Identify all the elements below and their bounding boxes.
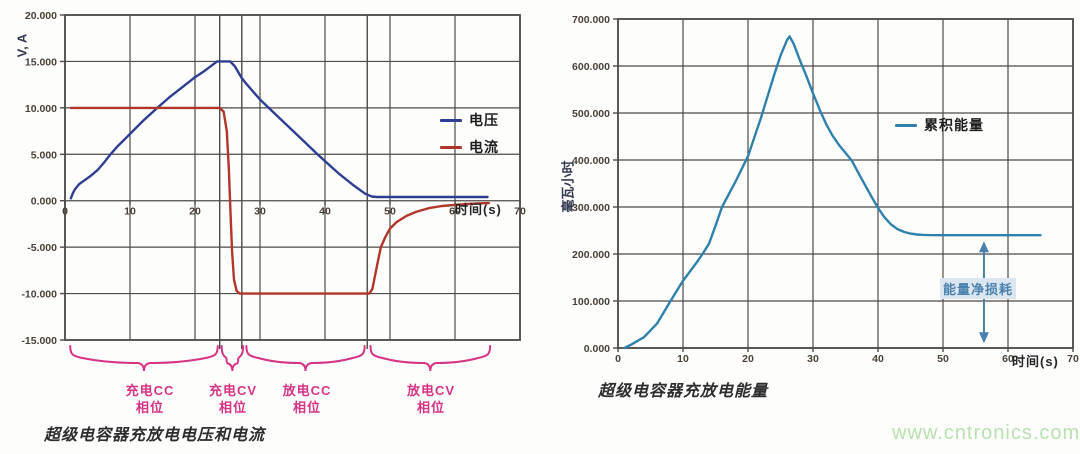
x-tick-label: 60 <box>449 206 461 218</box>
legend-item-energy: 累积能量 <box>895 115 984 135</box>
y-tick-labels: 700.000 600.000 500.000 400.000 300.000 200.0… <box>572 14 618 355</box>
x-tick-label: 20 <box>742 353 754 365</box>
x-tick-labels: 0 10 20 30 40 50 60 70 <box>615 348 1079 365</box>
x-tick-label: 70 <box>1067 353 1079 365</box>
phase-discharge-cc-name: 放电CC <box>282 383 332 398</box>
gridlines <box>64 14 521 341</box>
phase-label-discharge-cc: 放电CC 相位 <box>262 382 352 416</box>
legend-item-current: 电流 <box>440 137 499 157</box>
arrowhead-up <box>978 241 989 253</box>
voltage-line-swatch <box>440 118 462 122</box>
right-y-axis-label: 毫瓦小时 <box>560 160 576 213</box>
phase-label-charge-cv: 充电CV 相位 <box>188 382 278 416</box>
energy-line-swatch <box>895 123 917 127</box>
y-tick-label: 600.000 <box>572 61 610 73</box>
y-tick-label: 10.000 <box>25 103 57 115</box>
right-x-axis-label: 时间(s) <box>1012 354 1059 369</box>
y-tick-label: 500.000 <box>572 108 610 120</box>
arrowhead-down <box>978 332 989 344</box>
y-tick-label: 700.000 <box>572 14 610 26</box>
y-tick-label: 400.000 <box>572 155 610 167</box>
left-chart-title: 超级电容器充放电电压和电流 <box>44 427 266 444</box>
y-tick-label: -10.000 <box>21 289 57 301</box>
y-tick-labels: 20.000 15.000 10.000 5.000 0.000 -5.000 -10.00… <box>21 10 65 347</box>
series-电流 <box>69 106 490 295</box>
x-tick-label: 30 <box>807 353 819 365</box>
x-tick-label: 50 <box>937 353 949 365</box>
y-tick-label: 100.000 <box>572 296 610 308</box>
phase-charge-cv-sub: 相位 <box>218 400 247 415</box>
left-y-axis-label: V, A <box>14 33 30 58</box>
y-tick-label: 300.000 <box>572 202 610 214</box>
plot-border <box>617 18 1074 349</box>
left-chart-plot: 20.000 15.000 10.000 5.000 0.000 -5.000 -10.00… <box>21 10 526 372</box>
x-tick-label: 40 <box>872 353 884 365</box>
x-tick-label: 30 <box>254 206 266 218</box>
phase-charge-cc-sub: 相位 <box>135 400 164 415</box>
phase-discharge-cc-sub: 相位 <box>292 400 321 415</box>
x-tick-label: 20 <box>189 206 201 218</box>
phase-braces <box>69 345 492 372</box>
phase-brace <box>369 345 492 372</box>
y-tick-label: 20.000 <box>25 10 57 22</box>
phase-brace <box>69 345 219 372</box>
left-legend: 电压 电流 <box>440 110 499 157</box>
phase-charge-cv-name: 充电CV <box>208 383 258 398</box>
phase-discharge-cv-sub: 相位 <box>416 400 445 415</box>
y-tick-label: -15.000 <box>21 335 57 347</box>
y-tick-label: 15.000 <box>25 56 57 68</box>
x-tick-label: 70 <box>514 206 526 218</box>
watermark: www.cntronics.com <box>892 422 1080 444</box>
x-tick-label: 0 <box>615 353 621 365</box>
phase-charge-cc-name: 充电CC <box>125 383 175 398</box>
net-energy-loss-annotation: 能量净损耗 <box>940 278 1017 299</box>
current-legend-label: 电流 <box>469 139 499 155</box>
y-tick-label: -5.000 <box>27 242 57 254</box>
right-chart-title: 超级电容器充放电能量 <box>598 383 769 400</box>
voltage-legend-label: 电压 <box>469 112 499 128</box>
left-x-axis-label: 时间(s) <box>455 202 502 217</box>
energy-legend-label: 累积能量 <box>924 117 984 133</box>
right-chart-plot: 700.000600.000500.000400.000300.000200.0… <box>572 14 1079 365</box>
plot-border <box>64 14 521 341</box>
current-line-swatch <box>440 145 462 149</box>
y-tick-label: 0.000 <box>584 343 610 355</box>
series-电压 <box>69 60 489 200</box>
phase-discharge-cv-name: 放电CV <box>406 383 456 398</box>
phase-label-charge-cc: 充电CC 相位 <box>105 382 195 416</box>
phase-brace <box>245 345 366 372</box>
x-tick-label: 10 <box>124 206 136 218</box>
y-tick-label: 200.000 <box>572 249 610 261</box>
x-tick-label: 10 <box>677 353 689 365</box>
y-tick-label: 0.000 <box>31 196 57 208</box>
right-legend: 累积能量 <box>895 115 984 135</box>
x-tick-label: 0 <box>62 206 68 218</box>
y-tick-label: 5.000 <box>31 149 57 161</box>
x-tick-label: 60 <box>1002 353 1014 365</box>
phase-brace <box>220 345 245 372</box>
series-累积能量 <box>623 35 1042 350</box>
x-tick-label: 50 <box>384 206 396 218</box>
phase-label-discharge-cv: 放电CV 相位 <box>386 382 476 416</box>
x-tick-label: 40 <box>319 206 331 218</box>
legend-item-voltage: 电压 <box>440 110 499 130</box>
